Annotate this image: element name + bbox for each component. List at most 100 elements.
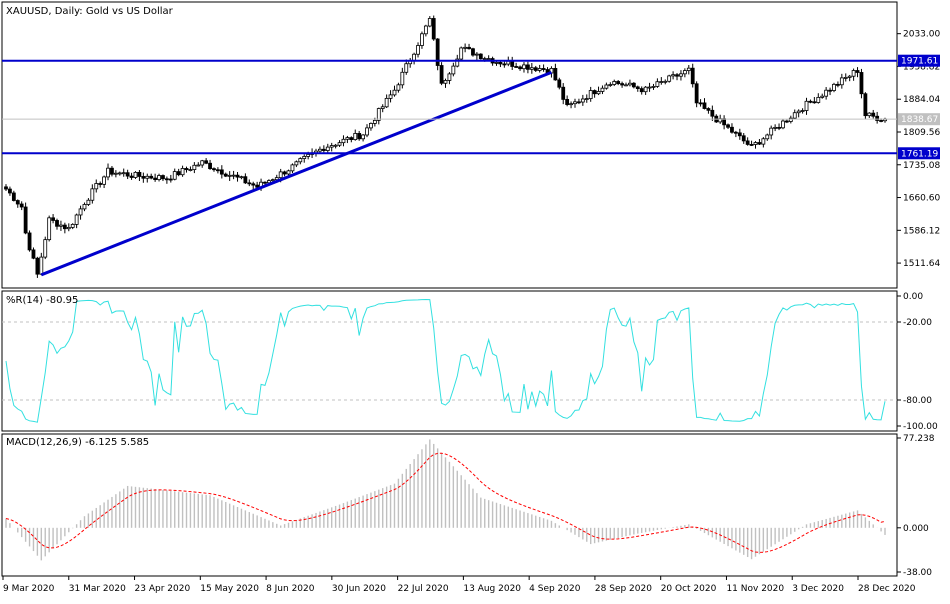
candle-body bbox=[372, 119, 377, 124]
candle-body bbox=[55, 220, 59, 227]
time-tick-label: 4 Sep 2020 bbox=[529, 584, 581, 594]
level-label-box bbox=[898, 54, 940, 67]
macd-tick-label: 0.000 bbox=[903, 524, 929, 534]
candle-body bbox=[278, 171, 283, 179]
candle-body bbox=[569, 103, 573, 106]
candlestick-series bbox=[4, 15, 887, 278]
candle-body bbox=[871, 112, 876, 117]
candle-body bbox=[31, 249, 36, 259]
candle-body bbox=[596, 91, 601, 95]
candle-body bbox=[565, 98, 570, 105]
candle-body bbox=[580, 98, 585, 103]
candle-body bbox=[19, 203, 24, 208]
candle-body bbox=[839, 77, 844, 86]
candle-body bbox=[90, 188, 95, 201]
candle-body bbox=[439, 65, 444, 84]
candle-body bbox=[820, 95, 825, 98]
candle-body bbox=[274, 177, 279, 181]
candle-body bbox=[216, 169, 220, 172]
candle-body bbox=[690, 67, 695, 85]
candle-body bbox=[537, 68, 542, 71]
candle-body bbox=[318, 148, 322, 152]
candle-body bbox=[541, 68, 546, 70]
candle-body bbox=[188, 169, 193, 171]
candle-body bbox=[235, 174, 240, 178]
candle-body bbox=[298, 158, 303, 163]
macd-histogram bbox=[5, 439, 886, 561]
candle-body bbox=[529, 67, 534, 70]
time-tick-label: 15 May 2020 bbox=[200, 584, 259, 594]
price-tick-label: 1958.82 bbox=[903, 62, 940, 72]
candle-body bbox=[761, 138, 766, 145]
macd-axis: 77.238 0.000 -38.00 bbox=[897, 434, 935, 578]
candle-body bbox=[223, 173, 228, 177]
candle-body bbox=[227, 174, 232, 177]
candle-body bbox=[200, 160, 205, 166]
candle-body bbox=[125, 172, 130, 177]
candle-body bbox=[172, 171, 177, 180]
candle-body bbox=[510, 60, 515, 67]
candle-body bbox=[584, 98, 589, 100]
candle-body bbox=[121, 172, 126, 175]
williams-r-series bbox=[5, 298, 886, 423]
candle-body bbox=[435, 38, 440, 66]
candle-body bbox=[361, 134, 365, 140]
candle-body bbox=[337, 142, 342, 146]
candle-body bbox=[153, 177, 158, 181]
macd-title: MACD(12,26,9) -6.125 5.585 bbox=[6, 437, 149, 448]
candle-body bbox=[867, 112, 872, 117]
candle-body bbox=[51, 217, 55, 221]
candle-body bbox=[270, 179, 275, 182]
candle-body bbox=[231, 174, 236, 177]
macd-tick-label: 77.238 bbox=[903, 434, 935, 444]
candle-body bbox=[796, 110, 801, 114]
candle-body bbox=[420, 33, 424, 46]
candle-body bbox=[404, 63, 409, 73]
candle-body bbox=[282, 171, 287, 175]
time-tick-label: 22 Jul 2020 bbox=[398, 584, 449, 594]
candle-body bbox=[94, 183, 99, 190]
candle-body bbox=[518, 66, 522, 70]
candle-body bbox=[522, 64, 526, 70]
candle-body bbox=[8, 188, 12, 194]
candle-body bbox=[769, 127, 774, 136]
candle-body bbox=[753, 142, 758, 145]
candle-body bbox=[70, 224, 75, 228]
candle-body bbox=[875, 115, 880, 121]
level-label-box bbox=[898, 147, 940, 160]
trendline bbox=[40, 71, 553, 277]
candle-body bbox=[353, 133, 358, 141]
candle-body bbox=[263, 181, 267, 184]
candle-body bbox=[474, 53, 479, 56]
candle-body bbox=[39, 256, 44, 275]
candle-body bbox=[290, 164, 295, 172]
candle-body bbox=[486, 58, 491, 60]
candle-body bbox=[388, 94, 393, 99]
macd-tick-label: -38.00 bbox=[903, 568, 932, 578]
candle-body bbox=[15, 200, 20, 205]
time-tick-label: 23 Apr 2020 bbox=[135, 584, 191, 594]
price-tick-label: 1809.56 bbox=[903, 128, 940, 138]
candle-body bbox=[27, 232, 32, 251]
candle-body bbox=[828, 89, 832, 92]
candle-body bbox=[843, 77, 848, 79]
candle-body bbox=[168, 178, 173, 181]
candle-body bbox=[773, 126, 778, 129]
candle-body bbox=[847, 75, 852, 78]
candle-body bbox=[133, 171, 138, 178]
wpr-tick-label: -80.00 bbox=[903, 396, 932, 406]
candle-body bbox=[655, 81, 660, 87]
williams-r-panel: 0.00 -20.00 -80.00 -100.00 %R(14) -80.95 bbox=[1, 290, 938, 432]
candle-body bbox=[679, 73, 683, 77]
candle-body bbox=[836, 83, 840, 86]
time-tick-label: 20 Oct 2020 bbox=[661, 584, 717, 594]
candle-body bbox=[471, 48, 475, 56]
candle-body bbox=[161, 175, 165, 180]
candle-body bbox=[321, 148, 326, 151]
williams-r-frame bbox=[1, 290, 898, 432]
candle-body bbox=[47, 217, 52, 241]
candle-body bbox=[302, 156, 307, 159]
level-label: 1761.19 bbox=[901, 149, 938, 159]
candle-body bbox=[137, 171, 142, 177]
